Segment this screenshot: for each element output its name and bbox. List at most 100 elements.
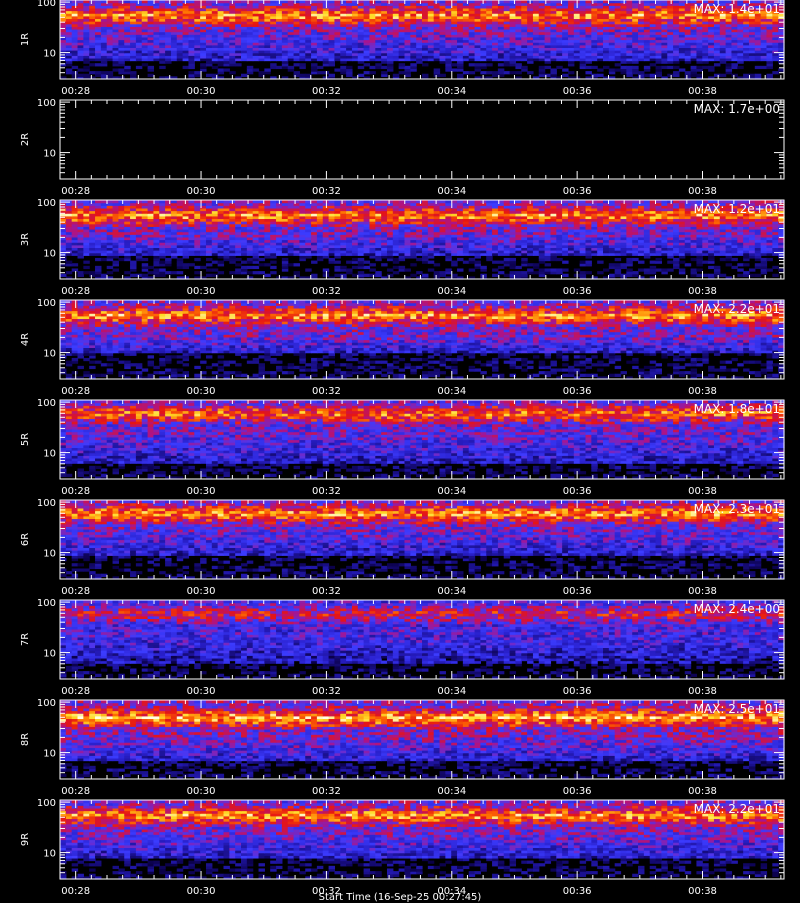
heatmap-cell: [247, 266, 253, 269]
heatmap-cell: [101, 258, 107, 261]
heatmap-cell: [685, 71, 691, 74]
heatmap-cell: [241, 74, 247, 77]
heatmap-cell: [270, 63, 276, 66]
heatmap-cell: [142, 274, 148, 277]
heatmap-cell: [299, 63, 305, 66]
heatmap-cell: [352, 266, 358, 269]
heatmap-cell: [696, 274, 702, 277]
heatmap-cell: [521, 66, 527, 69]
heatmap-cell: [369, 274, 375, 277]
heatmap-cell: [334, 266, 340, 269]
heatmap-cell: [218, 261, 224, 264]
heatmap-cell: [253, 266, 259, 269]
heatmap-cell: [404, 66, 410, 69]
heatmap-cell: [562, 274, 568, 277]
heatmap-cell: [369, 66, 375, 69]
heatmap-cell: [183, 66, 189, 69]
heatmap-cell: [183, 263, 189, 266]
heatmap-cell: [731, 63, 737, 66]
heatmap-cell: [329, 258, 335, 261]
x-tick-label: 00:28: [61, 86, 90, 97]
heatmap-cell: [206, 263, 212, 266]
heatmap-cell: [615, 258, 621, 261]
heatmap-cell: [626, 66, 632, 69]
heatmap-cell: [656, 66, 662, 69]
heatmap-cell: [89, 71, 95, 74]
heatmap-cells: [60, 0, 785, 80]
heatmap-cell: [95, 258, 101, 261]
heatmap-cell: [113, 261, 119, 264]
heatmap-cell: [714, 74, 720, 77]
heatmap-cell: [691, 258, 697, 261]
heatmap-cell: [247, 271, 253, 274]
heatmap-cell: [469, 268, 475, 271]
x-tick-label: 00:34: [437, 186, 466, 197]
heatmap-cell: [521, 271, 527, 274]
heatmap-cell: [533, 271, 539, 274]
heatmap-cell: [235, 63, 241, 66]
heatmap-cell: [527, 268, 533, 271]
heatmap-cell: [107, 266, 113, 269]
heatmap-cell: [142, 263, 148, 266]
heatmap-cell: [556, 66, 562, 69]
heatmap-cell: [638, 268, 644, 271]
heatmap-cell: [621, 263, 627, 266]
heatmap-cell: [585, 66, 591, 69]
heatmap-cell: [510, 271, 516, 274]
panel-label: 2R: [20, 133, 31, 146]
heatmap-cell: [270, 271, 276, 274]
heatmap-cell: [545, 66, 551, 69]
heatmap-cell: [550, 268, 556, 271]
heatmap-cell: [294, 263, 300, 266]
y-axis-ticks: [60, 102, 784, 179]
heatmap-cell: [720, 258, 726, 261]
heatmap-cell: [404, 268, 410, 271]
heatmap-cell: [218, 271, 224, 274]
heatmap-cell: [440, 74, 446, 77]
heatmap-cell: [766, 258, 772, 261]
heatmap-cell: [72, 268, 78, 271]
y-tick-label: 10: [43, 49, 56, 60]
heatmap-cell: [691, 66, 697, 69]
heatmap-cell: [369, 71, 375, 74]
heatmap-cell: [591, 74, 597, 77]
heatmap-cell: [200, 266, 206, 269]
heatmap-cell: [486, 71, 492, 74]
heatmap-cell: [533, 263, 539, 266]
heatmap-cell: [264, 274, 270, 277]
heatmap-cell: [299, 74, 305, 77]
heatmap-cell: [480, 266, 486, 269]
heatmap-cell: [393, 74, 399, 77]
heatmap-cell: [714, 63, 720, 66]
heatmap-cells: [60, 200, 785, 280]
heatmap-cell: [656, 258, 662, 261]
heatmap-cell: [118, 68, 124, 71]
heatmap-cell: [445, 268, 451, 271]
heatmap-cell: [743, 74, 749, 77]
heatmap-cell: [165, 271, 171, 274]
heatmap-cell: [492, 71, 498, 74]
heatmap-cell: [621, 66, 627, 69]
heatmap-cell: [515, 63, 521, 66]
heatmap-cell: [247, 258, 253, 261]
heatmap-cell: [434, 263, 440, 266]
heatmap-cell: [743, 263, 749, 266]
heatmap-cell: [294, 71, 300, 74]
heatmap-cell: [89, 63, 95, 66]
heatmap-cell: [451, 261, 457, 264]
heatmap-cell: [673, 71, 679, 74]
y-tick-label: 100: [37, 98, 56, 109]
heatmap-cell: [597, 261, 603, 264]
heatmap-cell: [229, 71, 235, 74]
heatmap-cell: [772, 71, 778, 74]
heatmap-cell: [731, 74, 737, 77]
heatmap-cell: [282, 258, 288, 261]
heatmap-cell: [626, 268, 632, 271]
heatmap-cell: [440, 271, 446, 274]
heatmap-cell: [591, 66, 597, 69]
heatmap-cell: [539, 66, 545, 69]
heatmap-cell: [399, 63, 405, 66]
heatmap-cell: [644, 268, 650, 271]
heatmap-cell: [510, 258, 516, 261]
